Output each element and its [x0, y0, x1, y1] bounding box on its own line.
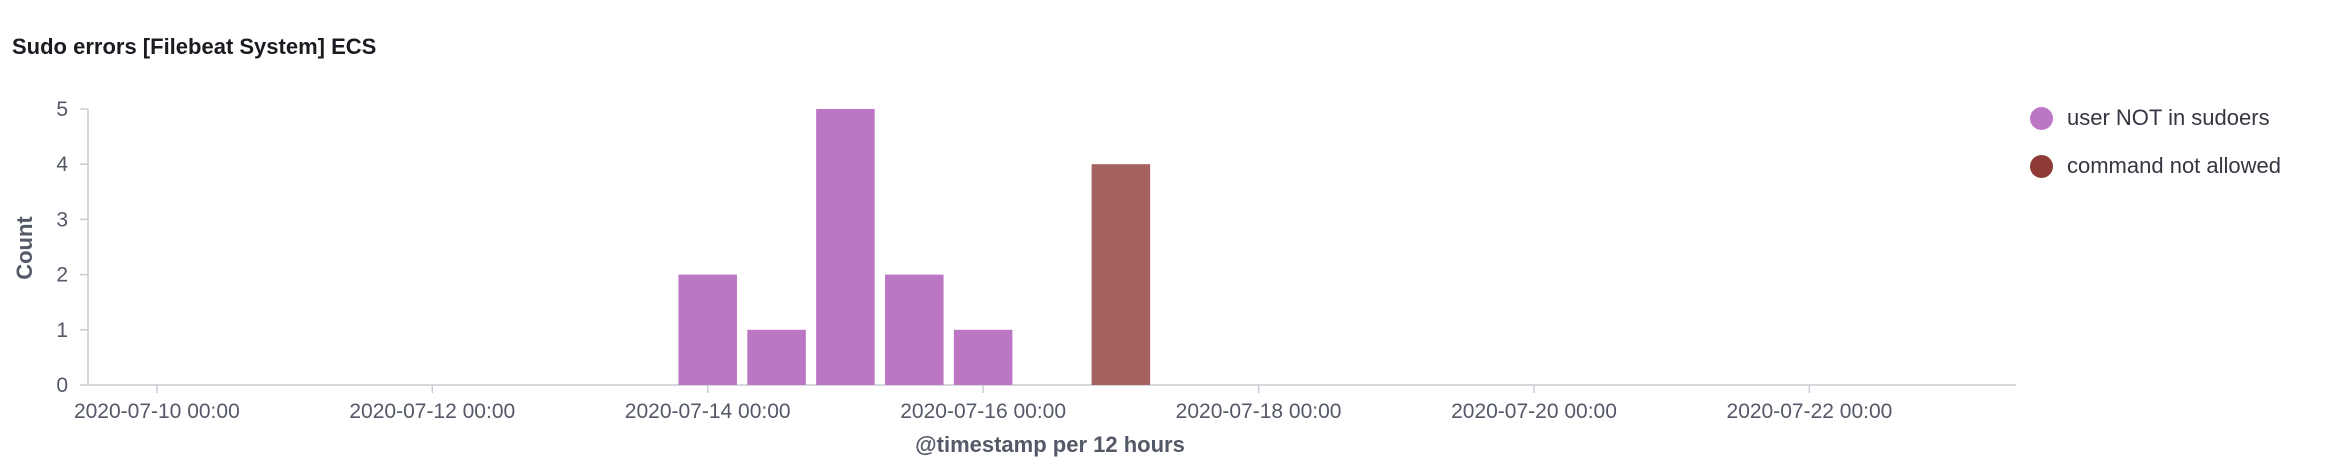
bar-user-not-in-sudoers[interactable] — [678, 274, 737, 385]
y-axis-title: Count — [12, 216, 37, 280]
legend-dot-icon — [2030, 154, 2053, 178]
bar-user-not-in-sudoers[interactable] — [885, 274, 944, 385]
x-tick-label: 2020-07-14 00:00 — [625, 400, 791, 423]
y-tick-label: 1 — [56, 319, 68, 342]
y-tick-label: 2 — [56, 264, 68, 287]
y-tick-label: 0 — [56, 374, 68, 397]
y-tick-label: 3 — [56, 208, 68, 231]
x-tick-label: 2020-07-16 00:00 — [900, 400, 1066, 423]
y-tick-label: 4 — [56, 153, 68, 176]
legend-label: command not allowed — [2067, 153, 2282, 178]
x-axis: 2020-07-10 00:00 2020-07-12 00:00 2020-07-… — [74, 384, 2016, 423]
legend-item-command-not-allowed[interactable]: command not allowed — [2030, 142, 2281, 190]
panel-title: Sudo errors [Filebeat System] ECS — [12, 34, 377, 59]
x-tick-label: 2020-07-10 00:00 — [74, 400, 240, 423]
x-tick-label: 2020-07-18 00:00 — [1176, 400, 1342, 423]
y-tick-label: 5 — [56, 98, 68, 121]
legend-dot-icon — [2030, 106, 2053, 130]
y-axis: 0 1 2 3 4 5 — [56, 98, 89, 397]
x-tick-label: 2020-07-12 00:00 — [349, 400, 515, 423]
bar-command-not-allowed[interactable] — [1091, 164, 1151, 385]
x-tick-label: 2020-07-20 00:00 — [1451, 400, 1617, 423]
bar-user-not-in-sudoers[interactable] — [953, 329, 1013, 385]
x-axis-title: @timestamp per 12 hours — [915, 432, 1185, 457]
legend-item-user-not-in-sudoers[interactable]: user NOT in sudoers — [2030, 94, 2281, 142]
bar-user-not-in-sudoers[interactable] — [747, 329, 806, 385]
legend-label: user NOT in sudoers — [2067, 105, 2270, 130]
legend: user NOT in sudoers command not allowed — [2030, 94, 2281, 190]
bars — [678, 109, 1151, 385]
bar-user-not-in-sudoers[interactable] — [816, 109, 875, 385]
x-tick-label: 2020-07-22 00:00 — [1727, 400, 1893, 423]
